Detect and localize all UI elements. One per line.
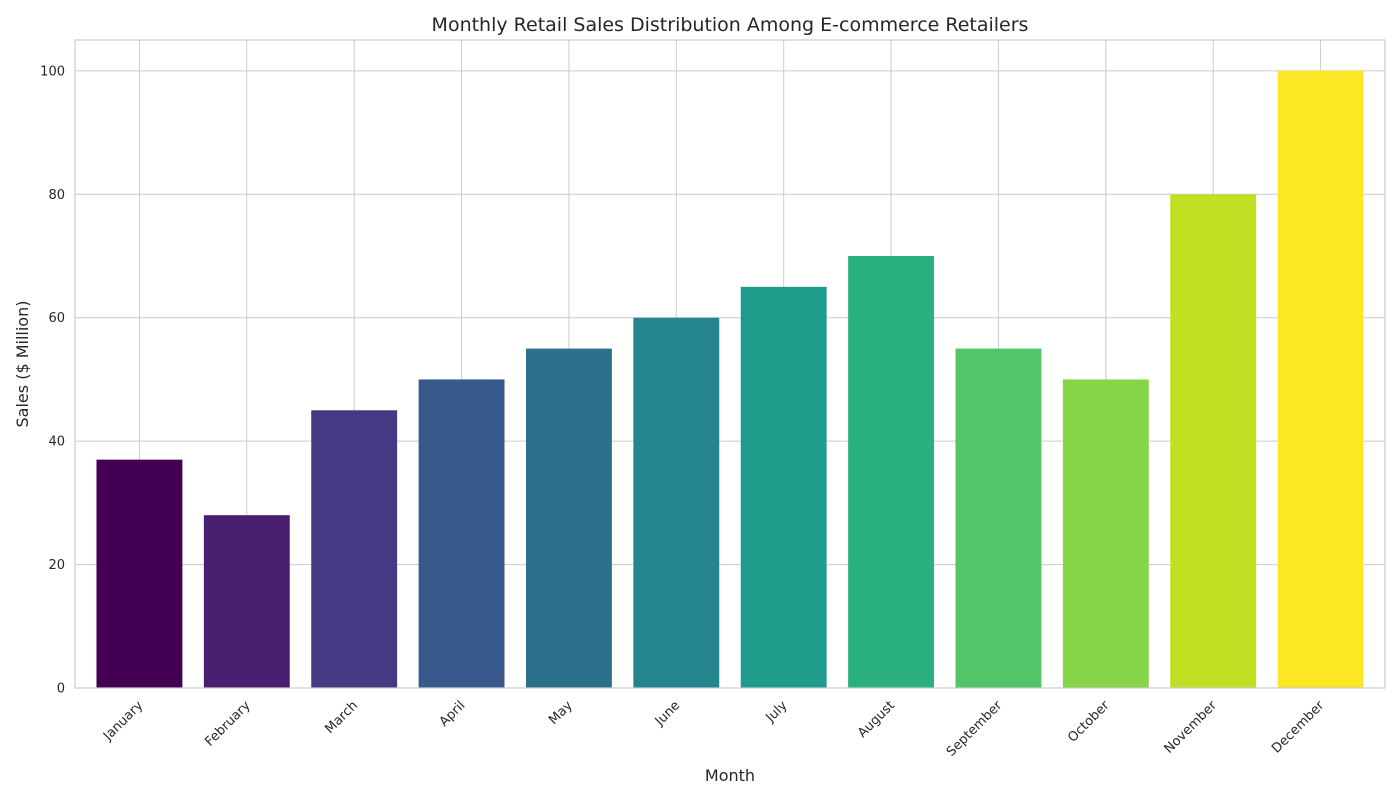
x-tick-label: February (202, 698, 254, 750)
bar-january (96, 459, 183, 688)
x-tick-label: November (1162, 698, 1221, 757)
y-tick-label: 0 (57, 682, 65, 697)
y-tick-label: 40 (48, 435, 65, 450)
y-tick-label: 20 (48, 558, 65, 573)
bar-october (1062, 379, 1149, 688)
y-tick-labels: 0 20 40 60 80 100 (40, 64, 65, 696)
x-tick-label: March (322, 698, 361, 737)
bar-november (1170, 194, 1257, 689)
bar-april (418, 379, 505, 688)
bar-march (311, 410, 398, 688)
chart-title: Monthly Retail Sales Distribution Among … (432, 14, 1029, 36)
x-tick-label: September (944, 698, 1006, 760)
bar-june (633, 317, 720, 688)
bar-july (740, 286, 827, 688)
y-axis-label: Sales ($ Million) (13, 301, 32, 428)
bar-august (848, 256, 935, 688)
x-tick-label: January (100, 698, 146, 744)
bar-september (955, 348, 1042, 688)
x-tick-labels: January February March April May June July Augu… (100, 698, 1328, 760)
y-tick-label: 80 (48, 188, 65, 203)
x-tick-label: December (1269, 698, 1328, 757)
x-tick-label: June (652, 698, 683, 729)
x-tick-label: August (855, 698, 898, 741)
x-tick-label: October (1065, 698, 1113, 746)
bar-may (525, 348, 612, 688)
x-tick-label: April (437, 698, 469, 730)
bars (96, 70, 1364, 689)
bar-february (203, 515, 290, 688)
bar-december (1277, 70, 1364, 689)
x-axis-label: Month (705, 766, 755, 785)
x-tick-label: May (546, 698, 576, 728)
y-tick-label: 100 (40, 64, 65, 79)
plot-frame (74, 39, 1386, 689)
x-tick-label: July (763, 698, 791, 726)
y-tick-label: 60 (48, 311, 65, 326)
